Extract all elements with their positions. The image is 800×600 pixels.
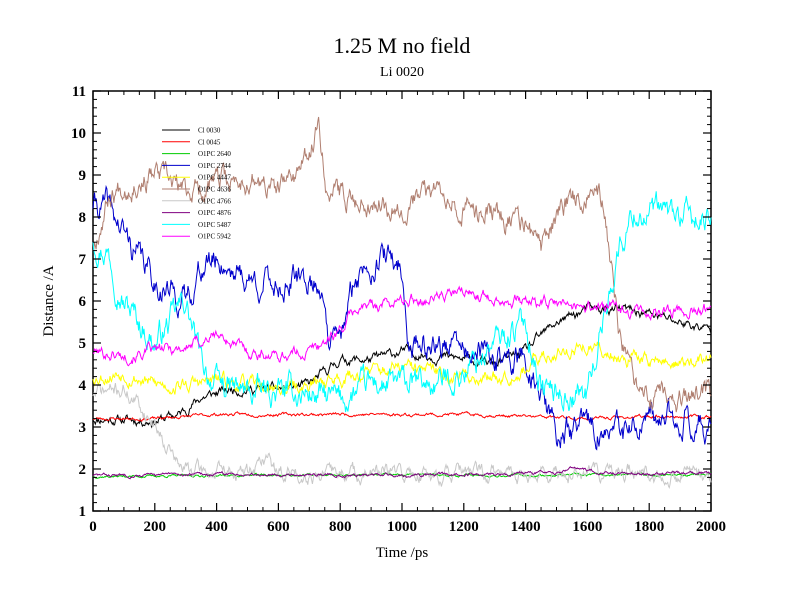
x-tick-label: 400 <box>205 519 228 535</box>
series-line-5 <box>92 116 712 413</box>
x-tick-label: 200 <box>144 519 167 535</box>
series-layer <box>92 116 712 489</box>
y-tick-label: 1 <box>79 504 87 520</box>
x-tick-label: 800 <box>329 519 352 535</box>
y-tick-label: 11 <box>72 84 86 100</box>
y-tick-label: 10 <box>71 126 86 142</box>
legend-label-1: Cl 0045 <box>198 138 221 146</box>
legend-label-6: O1PC 4766 <box>198 197 231 205</box>
x-tick-label: 1200 <box>449 519 479 535</box>
series-line-0 <box>92 301 712 429</box>
chart-title: 1.25 M no field <box>334 33 471 58</box>
x-tick-label: 1400 <box>511 519 541 535</box>
series-line-9 <box>92 285 712 367</box>
y-tick-label: 5 <box>79 336 87 352</box>
y-axis-label: Distance /A <box>41 265 57 336</box>
y-tick-label: 2 <box>79 462 87 478</box>
legend-label-5: O1PC 4636 <box>198 186 231 194</box>
series-line-8 <box>92 191 712 413</box>
x-tick-label: 600 <box>267 519 290 535</box>
series-line-7 <box>92 466 712 480</box>
legend-label-7: O1PC 4876 <box>198 209 231 217</box>
y-tick-label: 8 <box>79 210 87 226</box>
legend-label-4: O1PC 4447 <box>198 174 231 182</box>
y-tick-label: 9 <box>79 168 87 184</box>
series-line-1 <box>92 410 712 422</box>
x-axis-label: Time /ps <box>376 545 429 561</box>
x-tick-label: 1000 <box>387 519 417 535</box>
x-tick-label: 0 <box>89 519 97 535</box>
legend-label-9: O1PC 5942 <box>198 233 231 241</box>
x-tick-label: 1600 <box>572 519 602 535</box>
y-tick-label: 7 <box>79 252 87 268</box>
legend-label-8: O1PC 5487 <box>198 221 231 229</box>
y-tick-label: 3 <box>79 420 87 436</box>
legend-label-2: O1PC 2640 <box>198 150 231 158</box>
legend-label-0: Cl 0030 <box>198 127 221 135</box>
y-tick-label: 4 <box>79 378 87 394</box>
legend: Cl 0030 Cl 0045 O1PC 2640 O1PC 2744 O1PC 444… <box>162 127 231 241</box>
chart-subtitle: Li 0020 <box>380 65 424 80</box>
legend-label-3: O1PC 2744 <box>198 162 231 170</box>
x-tick-label: 2000 <box>696 519 726 535</box>
ticks-layer: 0 200 400 600 800 1000 1200 1400 1600 1800 2000 1 2 3… <box>71 84 726 535</box>
x-tick-label: 1800 <box>634 519 664 535</box>
series-line-3 <box>92 184 712 451</box>
y-tick-label: 6 <box>79 294 87 310</box>
